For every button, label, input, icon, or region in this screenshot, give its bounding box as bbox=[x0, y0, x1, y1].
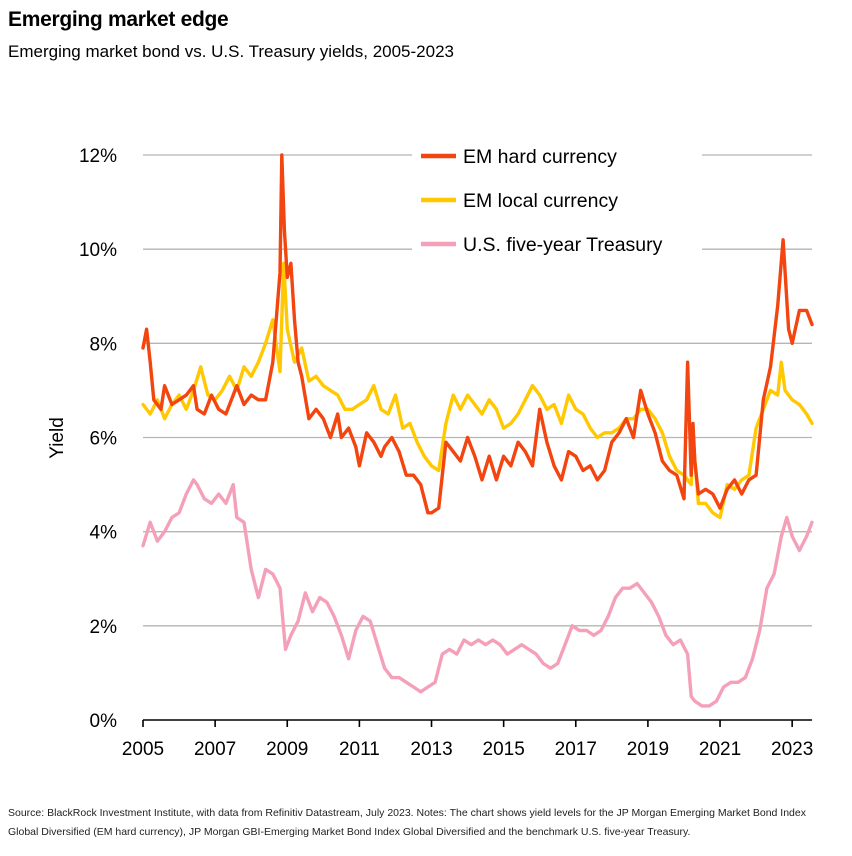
legend-background bbox=[412, 138, 702, 268]
x-tick-label: 2005 bbox=[122, 739, 164, 760]
y-tick-label: 4% bbox=[90, 523, 118, 544]
x-tick-label: 2007 bbox=[194, 739, 236, 760]
y-tick-label: 6% bbox=[90, 429, 118, 450]
legend-label: EM hard currency bbox=[463, 146, 617, 168]
chart-title: Emerging market edge bbox=[8, 8, 229, 31]
y-tick-label: 2% bbox=[90, 617, 118, 638]
x-tick-label: 2019 bbox=[627, 739, 669, 760]
line-chart: 0% 2% 4% 6% 8% 10% 12% 2005 2007 2009 2011 2013 2015… bbox=[47, 138, 814, 760]
axes: 0% 2% 4% 6% 8% 10% 12% 2005 2007 2009 2011 2013 2015… bbox=[47, 146, 813, 760]
y-tick-label: 10% bbox=[79, 240, 117, 261]
series-line-2 bbox=[141, 478, 814, 708]
x-tick-label: 2013 bbox=[410, 739, 452, 760]
x-tick-label: 2017 bbox=[555, 739, 597, 760]
y-tick-label: 0% bbox=[90, 711, 118, 732]
y-tick-label: 12% bbox=[79, 146, 117, 167]
series-line-0 bbox=[141, 153, 814, 515]
legend-label: EM local currency bbox=[463, 190, 618, 212]
legend-label: U.S. five-year Treasury bbox=[463, 234, 663, 256]
x-tick-label: 2011 bbox=[339, 739, 380, 760]
x-tick-label: 2023 bbox=[771, 739, 813, 760]
y-axis-label: Yield bbox=[47, 417, 68, 459]
legend: EM hard currency EM local currency U.S. fi… bbox=[412, 138, 702, 268]
y-tick-label: 8% bbox=[90, 334, 118, 355]
x-tick-label: 2015 bbox=[483, 739, 525, 760]
series-line-1 bbox=[141, 261, 814, 520]
series-lines bbox=[141, 153, 814, 708]
chart-subtitle: Emerging market bond vs. U.S. Treasury y… bbox=[8, 42, 454, 61]
x-tick-label: 2021 bbox=[699, 739, 741, 760]
source-note: Source: BlackRock Investment Institute, … bbox=[8, 807, 806, 838]
x-tick-label: 2009 bbox=[266, 739, 308, 760]
